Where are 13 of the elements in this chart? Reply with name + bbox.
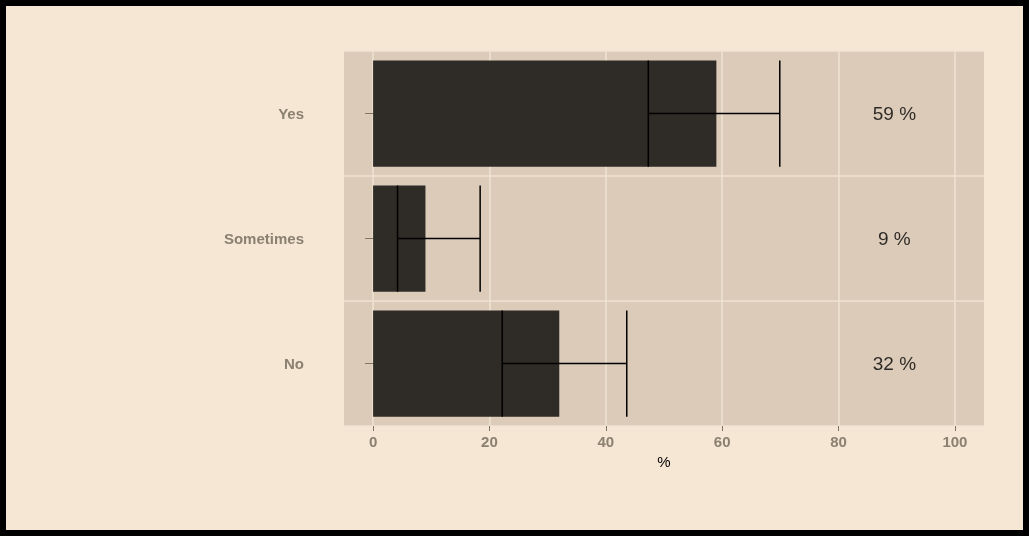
x-tick-label: 20 xyxy=(481,433,498,450)
y-tick-label: Yes xyxy=(278,105,304,122)
y-tick-label: No xyxy=(284,355,304,372)
data-label: 32 % xyxy=(872,353,917,374)
x-tick-label: 100 xyxy=(942,433,968,450)
x-tick-label: 0 xyxy=(368,433,378,450)
x-axis-title: % xyxy=(657,453,671,470)
data-label: 9 % xyxy=(878,228,911,249)
y-tick-label: Sometimes xyxy=(223,230,304,247)
x-tick-label: 60 xyxy=(713,433,731,450)
data-label: 59 % xyxy=(872,103,917,124)
x-tick-label: 80 xyxy=(830,433,847,450)
x-tick-label: 40 xyxy=(597,433,615,450)
